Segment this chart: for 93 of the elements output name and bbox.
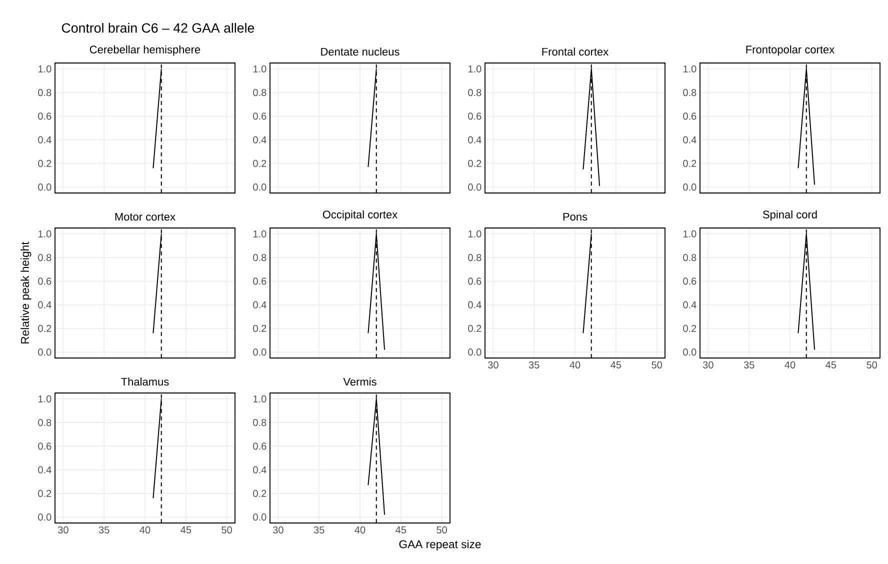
x-tick-label: 45: [396, 526, 406, 534]
y-tick-label: 0.4: [38, 301, 52, 308]
y-tick-label: 0.0: [683, 184, 696, 191]
x-tick-label: 45: [180, 526, 192, 534]
y-tick-label: 1.0: [253, 230, 266, 238]
x-tick-label: 35: [528, 361, 540, 368]
x-tick-label: 30: [58, 526, 68, 534]
y-tick-label: 1.0: [468, 230, 482, 238]
y-tick-label: 0.8: [38, 89, 52, 96]
x-tick-label: 40: [140, 526, 150, 534]
y-tick-label: 0.8: [468, 254, 482, 262]
y-tick-label: 1.0: [683, 65, 696, 72]
y-tick-label: 0.4: [38, 466, 52, 474]
y-tick-label: 0.2: [38, 490, 52, 497]
y-tick-label: 1.0: [253, 395, 266, 402]
x-tick-label: 40: [570, 361, 580, 368]
chart-title: Pons: [563, 212, 588, 221]
chart-title: Dentate nucleus: [321, 48, 400, 56]
y-tick-label: 0.6: [683, 278, 696, 285]
y-tick-label: 0.4: [253, 466, 266, 474]
x-tick-label: 50: [436, 526, 447, 534]
y-tick-label: 0.4: [468, 136, 482, 144]
y-tick-label: 1.0: [468, 65, 482, 72]
y-tick-label: 0.0: [683, 348, 696, 356]
y-tick-label: 0.2: [38, 160, 52, 167]
y-tick-label: 0.8: [253, 89, 266, 96]
y-tick-label: 1.0: [253, 65, 266, 72]
y-tick-label: 0.6: [38, 442, 52, 450]
x-tick-label: 45: [610, 361, 622, 368]
chart-title: Motor cortex: [115, 212, 176, 221]
y-tick-label: 0.0: [468, 184, 482, 191]
x-tick-label: 40: [784, 361, 796, 368]
chart-title: Frontal cortex: [542, 48, 608, 56]
y-tick-label: 0.2: [683, 324, 696, 332]
y-tick-label: 0.0: [468, 348, 482, 356]
y-tick-label: 0.6: [253, 112, 266, 120]
y-tick-label: 0.6: [38, 278, 52, 285]
chart-title: Vermis: [343, 378, 376, 386]
y-tick-label: 0.6: [253, 442, 266, 450]
y-tick-label: 0.8: [253, 419, 266, 426]
y-tick-label: 0.8: [683, 89, 696, 96]
y-tick-label: 0.0: [38, 348, 52, 356]
y-tick-label: 1.0: [38, 395, 52, 402]
y-tick-label: 0.6: [468, 112, 482, 120]
y-tick-label: 0.2: [253, 324, 266, 332]
chart-title: Thalamus: [121, 378, 169, 386]
x-tick-label: 35: [314, 526, 324, 534]
y-tick-label: 0.4: [38, 136, 52, 144]
y-tick-label: 0.2: [468, 160, 482, 167]
y-tick-label: 0.2: [253, 160, 266, 167]
y-tick-label: 0.0: [253, 514, 266, 521]
y-axis-title: Relative peak height: [20, 242, 32, 344]
x-tick-label: 45: [826, 361, 836, 368]
x-tick-label: 30: [488, 361, 498, 368]
chart-title: Frontopolar cortex: [746, 45, 834, 56]
y-tick-label: 0.6: [683, 112, 696, 120]
y-tick-label: 0.8: [468, 89, 482, 96]
x-tick-label: 40: [354, 526, 366, 534]
y-tick-label: 0.2: [38, 324, 52, 332]
y-tick-label: 0.0: [253, 348, 266, 356]
x-tick-label: 50: [652, 361, 662, 368]
y-tick-label: 1.0: [38, 230, 52, 238]
x-tick-label: 30: [703, 361, 714, 368]
y-tick-label: 0.8: [38, 419, 52, 426]
x-tick-label: 50: [222, 526, 232, 534]
y-tick-label: 0.4: [253, 301, 266, 308]
y-tick-label: 0.2: [253, 490, 266, 497]
y-tick-label: 0.6: [253, 278, 266, 285]
y-tick-label: 0.8: [683, 254, 696, 262]
y-tick-label: 0.0: [253, 184, 266, 191]
y-tick-label: 0.8: [38, 254, 52, 262]
y-tick-label: 0.4: [253, 136, 266, 144]
x-tick-label: 35: [744, 361, 754, 368]
text: Control brain C6 – 42 GAA allele: [62, 22, 254, 33]
x-tick-label: 35: [98, 526, 110, 534]
y-tick-label: 0.0: [38, 184, 52, 191]
chart-title: Cerebellar hemisphere: [90, 45, 200, 56]
chart-title: Spinal cord: [762, 210, 817, 221]
x-axis-title: GAA repeat size: [399, 540, 481, 550]
y-tick-label: 0.2: [683, 160, 696, 167]
y-tick-label: 0.6: [38, 112, 52, 120]
y-tick-label: 0.6: [468, 278, 482, 285]
y-tick-label: 1.0: [683, 230, 696, 238]
x-tick-label: 30: [273, 526, 284, 534]
y-tick-label: 0.4: [683, 136, 696, 144]
chart-title: Occipital cortex: [322, 210, 398, 221]
x-tick-label: 50: [866, 361, 877, 368]
y-tick-label: 0.0: [38, 514, 52, 521]
y-tick-label: 0.8: [253, 254, 266, 262]
y-tick-label: 0.2: [468, 324, 482, 332]
y-tick-label: 1.0: [38, 65, 52, 72]
y-tick-label: 0.4: [683, 301, 696, 308]
y-tick-label: 0.4: [468, 301, 482, 308]
